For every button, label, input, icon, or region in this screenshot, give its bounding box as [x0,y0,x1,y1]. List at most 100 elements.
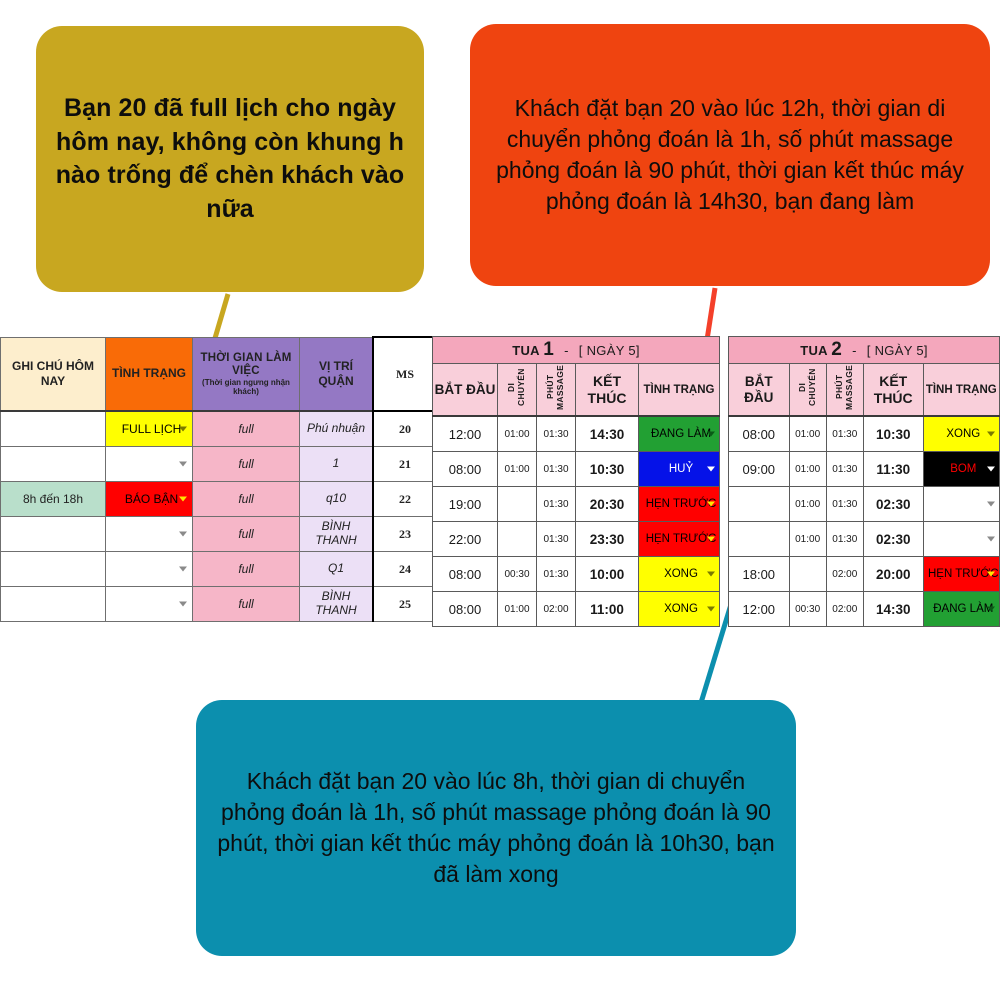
chevron-down-icon[interactable] [179,426,187,432]
cell-travel[interactable] [788,556,827,592]
cell-tua-status[interactable]: XONG [638,591,720,627]
cell-start[interactable]: 22:00 [432,521,498,557]
cell-ms[interactable]: 23 [372,516,438,552]
cell-tua-status[interactable]: HUỶ [638,451,720,487]
cell-end[interactable]: 20:00 [862,556,924,592]
chevron-down-icon[interactable] [707,571,715,577]
cell-massage[interactable]: 01:30 [536,415,576,452]
cell-status[interactable] [105,516,193,552]
cell-start[interactable]: 08:00 [432,556,498,592]
cell-travel[interactable]: 01:00 [497,451,537,487]
cell-end[interactable]: 10:30 [575,451,639,487]
cell-massage[interactable]: 01:30 [825,415,864,452]
cell-travel[interactable]: 01:00 [788,415,827,452]
cell-end[interactable]: 02:30 [862,486,924,522]
cell-massage[interactable]: 01:30 [536,451,576,487]
cell-start[interactable]: 08:00 [728,415,790,452]
cell-position[interactable]: Phú nhuận [299,410,374,447]
cell-travel[interactable]: 00:30 [497,556,537,592]
cell-travel[interactable]: 01:00 [788,451,827,487]
cell-travel[interactable] [497,521,537,557]
cell-end[interactable]: 11:30 [862,451,924,487]
cell-status[interactable] [105,446,193,482]
chevron-down-icon[interactable] [987,606,995,612]
cell-worktime[interactable]: full [192,481,300,517]
cell-end[interactable]: 10:30 [862,415,924,452]
cell-status[interactable]: BÁO BẬN [105,481,193,517]
cell-end[interactable]: 10:00 [575,556,639,592]
cell-massage[interactable]: 01:30 [825,521,864,557]
cell-note[interactable] [0,586,106,622]
cell-start[interactable]: 08:00 [432,591,498,627]
cell-massage[interactable]: 01:30 [536,486,576,522]
cell-tua-status[interactable]: HẸN TRƯỚC [638,521,720,557]
cell-position[interactable]: BÌNH THANH [299,516,374,552]
cell-worktime[interactable]: full [192,516,300,552]
chevron-down-icon[interactable] [987,501,995,507]
cell-start[interactable]: 08:00 [432,451,498,487]
chevron-down-icon[interactable] [707,466,715,472]
cell-ms[interactable]: 22 [372,481,438,517]
cell-worktime[interactable]: full [192,410,300,447]
cell-tua-status[interactable]: HẸN TRƯỚC [922,556,1000,592]
cell-ms[interactable]: 21 [372,446,438,482]
cell-status[interactable]: FULL LỊCH [105,410,193,447]
cell-note[interactable]: 8h đến 18h [0,481,106,517]
chevron-down-icon[interactable] [179,566,187,572]
chevron-down-icon[interactable] [179,496,187,502]
cell-status[interactable] [105,551,193,587]
chevron-down-icon[interactable] [707,606,715,612]
cell-travel[interactable]: 00:30 [788,591,827,627]
cell-massage[interactable]: 02:00 [825,556,864,592]
chevron-down-icon[interactable] [707,536,715,542]
cell-note[interactable] [0,410,106,447]
cell-tua-status[interactable]: HẸN TRƯỚC [638,486,720,522]
cell-travel[interactable]: 01:00 [497,591,537,627]
cell-tua-status[interactable]: ĐANG LÀM [922,591,1000,627]
cell-worktime[interactable]: full [192,551,300,587]
cell-worktime[interactable]: full [192,446,300,482]
cell-note[interactable] [0,516,106,552]
cell-massage[interactable]: 01:30 [536,521,576,557]
cell-start[interactable]: 19:00 [432,486,498,522]
cell-end[interactable]: 14:30 [575,415,639,452]
cell-massage[interactable]: 01:30 [536,556,576,592]
chevron-down-icon[interactable] [179,461,187,467]
cell-travel[interactable]: 01:00 [788,521,827,557]
cell-massage[interactable]: 02:00 [825,591,864,627]
cell-position[interactable]: BÌNH THANH [299,586,374,622]
cell-tua-status[interactable] [922,486,1000,522]
chevron-down-icon[interactable] [707,431,715,437]
chevron-down-icon[interactable] [987,571,995,577]
cell-travel[interactable]: 01:00 [788,486,827,522]
cell-start[interactable]: 09:00 [728,451,790,487]
cell-massage[interactable]: 02:00 [536,591,576,627]
cell-tua-status[interactable]: BOM [922,451,1000,487]
cell-end[interactable]: 02:30 [862,521,924,557]
cell-end[interactable]: 23:30 [575,521,639,557]
cell-position[interactable]: 1 [299,446,374,482]
cell-massage[interactable]: 01:30 [825,486,864,522]
cell-travel[interactable] [497,486,537,522]
chevron-down-icon[interactable] [179,601,187,607]
cell-travel[interactable]: 01:00 [497,415,537,452]
chevron-down-icon[interactable] [707,501,715,507]
cell-end[interactable]: 14:30 [862,591,924,627]
chevron-down-icon[interactable] [987,466,995,472]
cell-ms[interactable]: 20 [372,410,438,447]
cell-ms[interactable]: 24 [372,551,438,587]
cell-worktime[interactable]: full [192,586,300,622]
cell-note[interactable] [0,446,106,482]
chevron-down-icon[interactable] [179,531,187,537]
cell-end[interactable]: 20:30 [575,486,639,522]
cell-start[interactable]: 12:00 [432,415,498,452]
cell-ms[interactable]: 25 [372,586,438,622]
chevron-down-icon[interactable] [987,536,995,542]
cell-start[interactable]: 12:00 [728,591,790,627]
cell-end[interactable]: 11:00 [575,591,639,627]
cell-tua-status[interactable]: XONG [638,556,720,592]
cell-position[interactable]: Q1 [299,551,374,587]
chevron-down-icon[interactable] [987,431,995,437]
cell-tua-status[interactable]: ĐANG LÀM [638,415,720,452]
cell-note[interactable] [0,551,106,587]
